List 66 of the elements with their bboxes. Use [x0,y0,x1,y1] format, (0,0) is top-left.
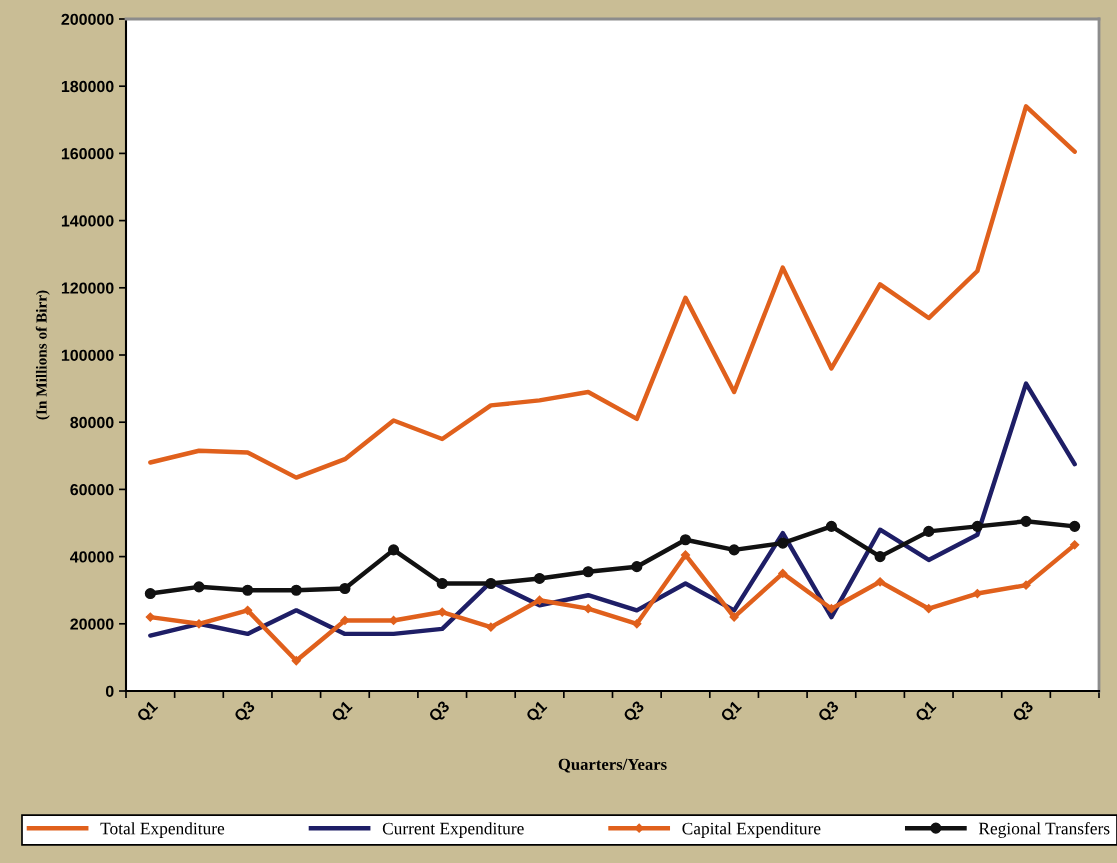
y-tick-label: 80000 [70,416,114,429]
point [193,581,205,593]
point [290,584,302,596]
point [875,577,885,587]
y-tick-label: 180000 [61,80,114,93]
x-tick-label: Q1 [330,699,356,725]
point [874,551,886,563]
legend-label: Regional Transfers [978,822,1110,838]
point [436,577,448,590]
x-tick-label: Q1 [136,699,161,725]
x-tick-label: Q3 [427,700,453,725]
y-tick-label: 0 [105,685,114,697]
x-tick-label: Q1 [719,699,745,725]
point [486,622,496,632]
y-tick-label: 40000 [70,551,114,563]
y-tick-label: 140000 [61,215,114,227]
line-series [148,104,1077,480]
legend-label: Capital Expenditure [682,822,821,838]
x-tick-label: Q3 [622,700,647,725]
point [243,605,253,615]
x-tick-label: Q3 [1011,700,1037,725]
point [582,566,594,578]
x-tick-label: Q1 [525,699,550,725]
point [145,612,155,622]
line-series [148,381,1077,638]
point [924,604,934,614]
y-tick-label: 60000 [70,484,114,496]
point [242,584,254,596]
x-axis-title: Quarters/Years [558,758,667,773]
point [632,619,642,629]
y-tick-label: 120000 [61,282,114,294]
legend-label: Current Expenditure [382,822,524,838]
y-axis-title: (In Millions of Birr) [35,290,50,420]
point [728,544,740,556]
point [437,607,447,617]
point [291,656,301,666]
point [679,534,692,546]
point [144,588,156,600]
y-tick-label: 20000 [70,618,114,630]
point [1021,580,1031,590]
point [583,604,593,614]
point [1070,540,1080,550]
point [680,550,691,560]
y-tick-label: 200000 [61,13,114,25]
x-tick-label: Q3 [233,700,258,725]
point [923,525,935,537]
point [339,582,351,595]
point [777,537,789,549]
y-tick-label: 160000 [61,148,114,160]
point [972,588,982,599]
point [825,520,837,532]
point [826,604,837,614]
point [729,612,739,622]
point [1020,515,1032,527]
point [533,572,546,584]
x-tick-label: Q1 [914,699,939,725]
point [194,619,204,629]
point [1069,520,1081,532]
point [388,544,400,556]
point [778,568,788,579]
point [631,561,643,573]
point [971,520,983,532]
point [485,577,497,590]
x-tick-label: Q3 [817,700,842,725]
legend-label: Total Expenditure [100,822,225,838]
y-tick-label: 100000 [61,349,114,361]
